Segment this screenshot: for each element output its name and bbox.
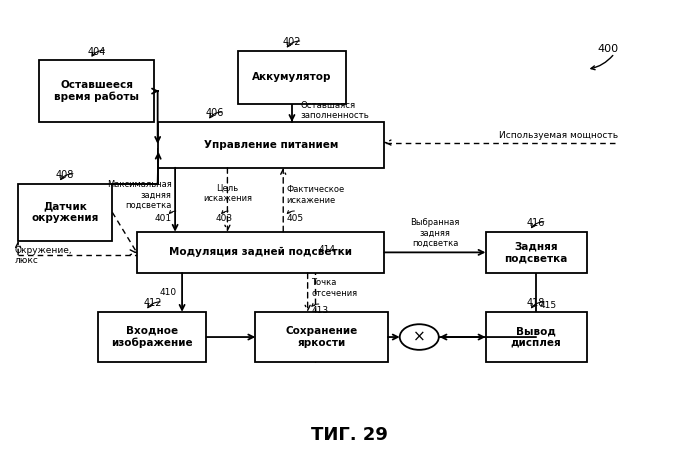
Text: 400: 400 (597, 44, 618, 54)
FancyBboxPatch shape (137, 232, 384, 273)
Text: 415: 415 (540, 301, 556, 309)
FancyBboxPatch shape (255, 312, 388, 362)
FancyBboxPatch shape (39, 60, 154, 122)
Text: Используемая мощность: Используемая мощность (499, 131, 618, 140)
Text: 406: 406 (205, 108, 224, 118)
FancyBboxPatch shape (158, 122, 384, 168)
FancyBboxPatch shape (486, 312, 586, 362)
Text: Управление питанием: Управление питанием (204, 140, 338, 150)
Text: Цель
искажения: Цель искажения (203, 183, 252, 202)
Text: Точка
отсечения: Точка отсечения (311, 278, 357, 297)
Text: 404: 404 (87, 46, 106, 56)
Text: Аккумулятор: Аккумулятор (252, 73, 332, 82)
Text: 401: 401 (154, 213, 172, 223)
Text: Датчик
окружения: Датчик окружения (31, 202, 99, 223)
Text: Входное
изображение: Входное изображение (112, 326, 193, 348)
Text: Фактическое
искажение: Фактическое искажение (287, 185, 345, 205)
Text: Окружение,
люкс: Окружение, люкс (15, 246, 72, 265)
FancyBboxPatch shape (486, 232, 586, 273)
Text: 402: 402 (282, 37, 301, 47)
FancyBboxPatch shape (99, 312, 206, 362)
Text: 408: 408 (56, 170, 74, 180)
Text: 418: 418 (527, 298, 545, 308)
Text: 410: 410 (159, 288, 176, 297)
Text: 405: 405 (287, 213, 304, 223)
Text: Оставшееся
время работы: Оставшееся время работы (54, 80, 139, 102)
Text: 414: 414 (318, 245, 335, 254)
Text: 416: 416 (527, 218, 545, 228)
Text: Вывод
дисплея: Вывод дисплея (511, 326, 561, 348)
Text: Задняя
подсветка: Задняя подсветка (505, 241, 568, 263)
Text: 412: 412 (143, 298, 161, 308)
Text: Максимальная
задняя
подсветка: Максимальная задняя подсветка (107, 180, 172, 210)
Text: Сохранение
яркости: Сохранение яркости (285, 326, 358, 348)
Text: ΤИГ. 29: ΤИГ. 29 (311, 426, 388, 444)
Text: Выбранная
задняя
подсветка: Выбранная задняя подсветка (410, 218, 460, 248)
FancyBboxPatch shape (18, 184, 113, 241)
Text: 413: 413 (311, 306, 329, 315)
FancyBboxPatch shape (238, 51, 346, 104)
Text: Модуляция задней подсветки: Модуляция задней подсветки (169, 247, 352, 257)
Text: 403: 403 (215, 213, 233, 223)
Text: ×: × (413, 330, 426, 345)
Text: Оставшаяся
заполненность: Оставшаяся заполненность (301, 101, 369, 120)
